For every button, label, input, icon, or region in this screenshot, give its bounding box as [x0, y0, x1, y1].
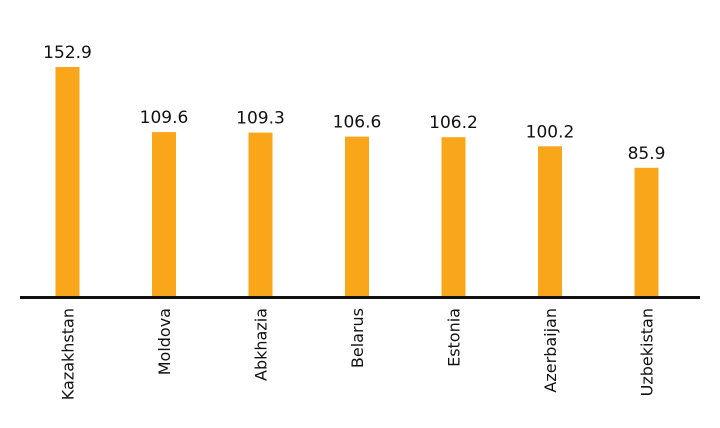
value-label-abkhazia: 109.3 — [236, 109, 285, 129]
bar-azerbaijan — [538, 146, 562, 297]
value-labels-group: 152.9 109.6 109.3 106.6 106.2 100.2 85.9 — [43, 43, 665, 164]
value-label-uzbekistan: 85.9 — [628, 144, 666, 164]
bar-moldova — [152, 132, 176, 297]
category-label-estonia: Estonia — [445, 308, 464, 367]
category-label-azerbaijan: Azerbaijan — [541, 308, 560, 393]
bar-kazakhstan — [55, 67, 80, 297]
value-label-azerbaijan: 100.2 — [526, 122, 575, 142]
category-label-abkhazia: Abkhazia — [252, 308, 271, 381]
category-label-kazakhstan: Kazakhstan — [59, 308, 78, 400]
value-label-kazakhstan: 152.9 — [43, 43, 92, 63]
bar-abkhazia — [248, 132, 273, 297]
category-label-uzbekistan: Uzbekistan — [638, 308, 657, 396]
bar-belarus — [345, 136, 369, 297]
category-label-moldova: Moldova — [155, 308, 174, 375]
bar-uzbekistan — [634, 167, 659, 297]
value-label-estonia: 106.2 — [429, 113, 478, 133]
value-label-belarus: 106.6 — [333, 113, 382, 133]
bar-estonia — [441, 137, 466, 297]
bars-group — [55, 67, 659, 297]
value-label-moldova: 109.6 — [140, 108, 189, 128]
category-labels-group: Kazakhstan Moldova Abkhazia Belarus Estonia A… — [59, 308, 657, 400]
category-label-belarus: Belarus — [348, 308, 367, 368]
